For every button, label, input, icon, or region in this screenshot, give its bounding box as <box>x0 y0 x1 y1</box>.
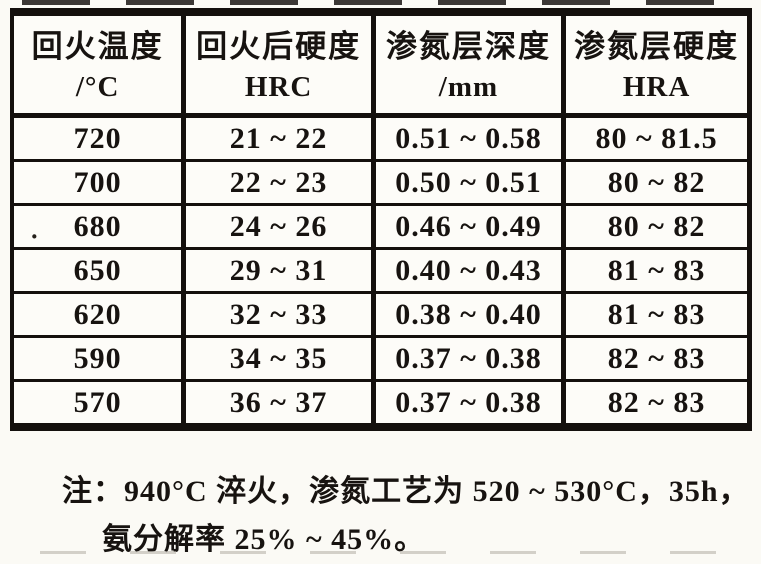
col-header-tempering-temperature: 回火温度 /°C <box>12 12 184 118</box>
footnote-line-2: 氨分解率 25% ~ 45%。 <box>102 523 426 556</box>
cell-hrc: 24 ~ 26 <box>181 204 374 250</box>
col-header-unit: /mm <box>438 70 499 103</box>
table-row: 720 21 ~ 22 0.51 ~ 0.58 80 ~ 81.5 <box>12 115 750 162</box>
cell-hra: 82 ~ 83 <box>561 336 750 382</box>
col-header-title: 回火后硬度 <box>196 28 362 64</box>
cell-depth: 0.38 ~ 0.40 <box>370 292 564 338</box>
scan-stray-dot: · <box>30 222 39 251</box>
cell-depth: 0.37 ~ 0.38 <box>370 336 564 382</box>
cell-hra: 81 ~ 83 <box>561 248 750 294</box>
col-header-nitrided-layer-hardness: 渗氮层硬度 HRA <box>561 12 750 118</box>
footnote: 注：940°C 淬火，渗氮工艺为 520 ~ 530°C，35h， 氨分解率 2… <box>62 468 750 564</box>
col-header-unit: HRA <box>622 70 691 103</box>
cell-temperature: 620 <box>12 292 184 338</box>
cell-hra: 81 ~ 83 <box>561 292 750 338</box>
cell-hrc: 21 ~ 22 <box>181 115 374 162</box>
cell-depth: 0.37 ~ 0.38 <box>370 380 564 429</box>
table-row: 650 29 ~ 31 0.40 ~ 0.43 81 ~ 83 <box>12 248 750 294</box>
cell-hrc: 32 ~ 33 <box>181 292 374 338</box>
table-row: 680 24 ~ 26 0.46 ~ 0.49 80 ~ 82 <box>12 204 750 250</box>
col-header-nitrided-layer-depth: 渗氮层深度 /mm <box>370 12 564 118</box>
cell-hrc: 36 ~ 37 <box>181 380 374 429</box>
cell-hra: 80 ~ 82 <box>561 204 750 250</box>
col-header-title: 渗氮层深度 <box>385 28 551 64</box>
cell-temperature: 590 <box>12 336 184 382</box>
cell-temperature: 720 <box>12 115 184 162</box>
col-header-unit: /°C <box>75 70 120 103</box>
cell-temperature: 680 <box>12 204 184 250</box>
cell-depth: 0.50 ~ 0.51 <box>370 160 564 206</box>
cell-hra: 82 ~ 83 <box>561 380 750 429</box>
cell-depth: 0.51 ~ 0.58 <box>370 115 564 162</box>
cell-hra: 80 ~ 82 <box>561 160 750 206</box>
scan-edge-artifact-top <box>22 0 722 5</box>
cell-depth: 0.40 ~ 0.43 <box>370 248 564 294</box>
col-header-title: 渗氮层硬度 <box>574 28 740 64</box>
tempering-data-table: 回火温度 /°C 回火后硬度 HRC 渗氮层深度 /mm 渗氮层硬度 HRA <box>10 8 752 431</box>
col-header-title: 回火温度 <box>31 28 164 64</box>
cell-temperature: 650 <box>12 248 184 294</box>
header-row: 回火温度 /°C 回火后硬度 HRC 渗氮层深度 /mm 渗氮层硬度 HRA <box>12 12 750 118</box>
cell-hrc: 34 ~ 35 <box>181 336 374 382</box>
table-row: 700 22 ~ 23 0.50 ~ 0.51 80 ~ 82 <box>12 160 750 206</box>
cell-temperature: 570 <box>12 380 184 429</box>
cell-hrc: 22 ~ 23 <box>181 160 374 206</box>
table-row: 590 34 ~ 35 0.37 ~ 0.38 82 ~ 83 <box>12 336 750 382</box>
footnote-line-1: 注：940°C 淬火，渗氮工艺为 520 ~ 530°C，35h， <box>62 475 750 508</box>
cell-depth: 0.46 ~ 0.49 <box>370 204 564 250</box>
table-row: 570 36 ~ 37 0.37 ~ 0.38 82 ~ 83 <box>12 380 750 429</box>
col-header-unit: HRC <box>244 70 313 103</box>
scan-edge-artifact-bottom <box>40 551 720 554</box>
cell-temperature: 700 <box>12 160 184 206</box>
cell-hrc: 29 ~ 31 <box>181 248 374 294</box>
cell-hra: 80 ~ 81.5 <box>561 115 750 162</box>
table-row: 620 32 ~ 33 0.38 ~ 0.40 81 ~ 83 <box>12 292 750 338</box>
col-header-hardness-after-tempering: 回火后硬度 HRC <box>181 12 374 118</box>
data-table-container: 回火温度 /°C 回火后硬度 HRC 渗氮层深度 /mm 渗氮层硬度 HRA <box>10 8 752 431</box>
